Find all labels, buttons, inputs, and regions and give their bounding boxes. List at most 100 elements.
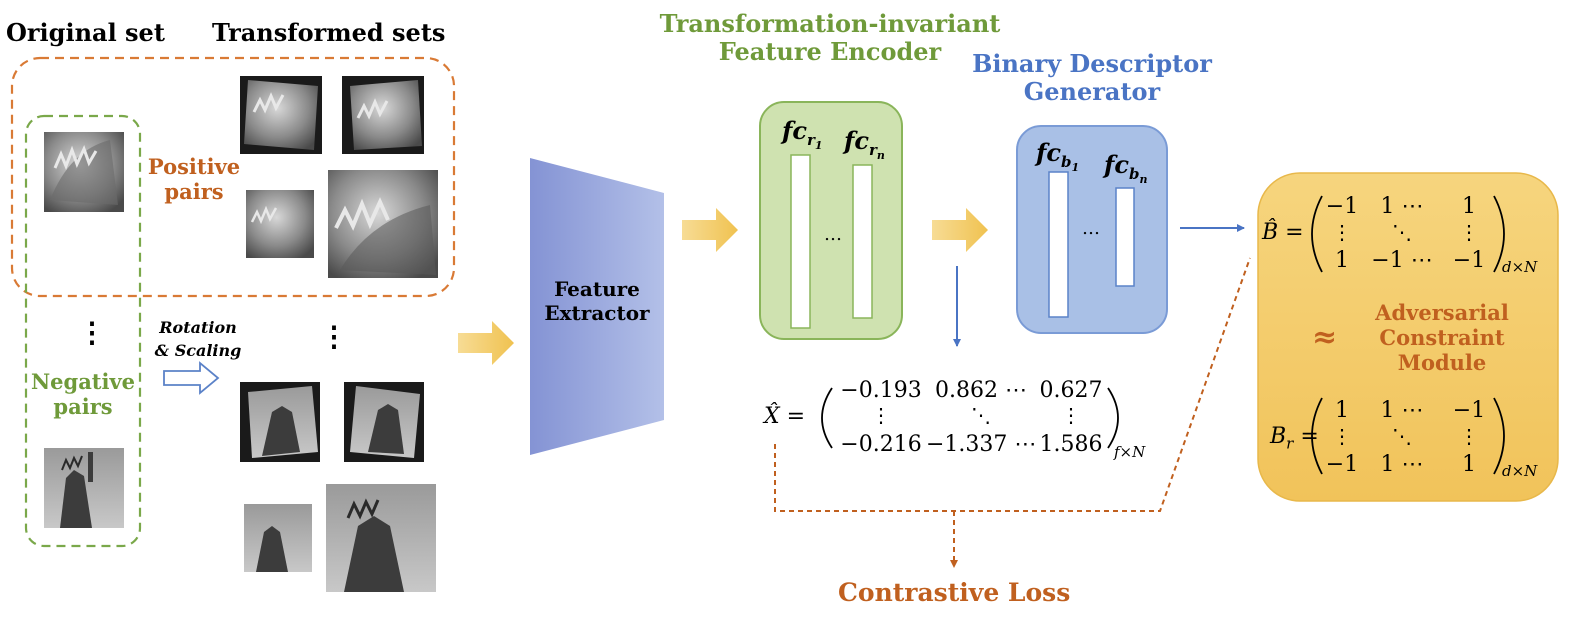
generator-title: Binary Descriptor Generator: [952, 50, 1232, 106]
positive-pairs-region: [10, 56, 456, 298]
encoder-title-line2: Feature Encoder: [718, 37, 942, 66]
bhat-symbol: B̂ =: [1262, 220, 1304, 245]
generator-fc-last-subsub: n: [1139, 172, 1148, 186]
negative-pairs-label: Negative pairs: [22, 369, 144, 419]
br-r2c1: ⋮: [1332, 424, 1352, 448]
bhat-r1c2: 1 ⋯: [1380, 194, 1424, 219]
transform-label-line1: Rotation: [159, 318, 237, 337]
adversarial-module-label: Adversarial Constraint Module: [1352, 300, 1532, 375]
bhat-row3: 1 −1 ⋯ −1: [1324, 248, 1494, 273]
br-r2c2: ⋱: [1392, 424, 1412, 448]
contrastive-loss-label: Contrastive Loss: [838, 578, 1071, 607]
bhat-r2c2: ⋱: [1392, 220, 1412, 244]
xhat-left-paren: [821, 387, 833, 449]
xhat-right-paren: [1107, 387, 1119, 449]
feature-extractor-label: Feature Extractor: [530, 277, 664, 325]
generator-title-line2: Generator: [1023, 77, 1161, 106]
transformed-crown-photo-3: [246, 190, 314, 258]
xhat-row3: −0.216 −1.337 ⋯ 1.586: [836, 432, 1106, 457]
transformed-statue-photo-3: [244, 504, 312, 572]
encoder-fc-last-subsub: n: [876, 148, 885, 162]
xhat-r2c1: ⋮: [871, 403, 891, 427]
br-row1: 1 1 ⋯ −1: [1324, 398, 1494, 423]
bhat-r3c2: −1 ⋯: [1371, 248, 1433, 273]
bhat-dims: d×N: [1502, 258, 1538, 276]
br-symbol: Br =: [1270, 424, 1319, 452]
encoder-title-line1: Transformation-invariant: [659, 9, 1001, 38]
br-right-paren: [1493, 397, 1505, 475]
generator-fc-first-label: fcb1: [1036, 138, 1079, 174]
transformed-set-ellipsis: ⋮: [320, 320, 348, 353]
transformed-crown-photo-1: [240, 76, 322, 154]
generator-fc-last-sub: b: [1128, 164, 1140, 183]
transform-arrow: [163, 361, 220, 395]
positive-pairs-label-line1: Positive: [147, 154, 241, 179]
bhat-right-paren: [1493, 195, 1505, 273]
br-dims: d×N: [1502, 462, 1538, 480]
br-row3: −1 1 ⋯ 1: [1324, 452, 1494, 477]
approx-symbol: ≈: [1312, 320, 1338, 355]
xhat-row1: −0.193 0.862 ⋯ 0.627: [836, 378, 1106, 403]
bhat-r2c3: ⋮: [1459, 220, 1479, 244]
xhat-row2: ⋮ ⋱ ⋮: [836, 403, 1106, 427]
bhat-r1c1: −1: [1325, 194, 1359, 219]
adversarial-label-line3: Module: [1397, 350, 1487, 375]
br-symbol-sub: r: [1286, 434, 1294, 453]
xhat-r3c2: −1.337 ⋯: [926, 432, 1037, 457]
br-symbol-eq: =: [1300, 424, 1319, 449]
generator-fc-first-text: fc: [1036, 138, 1061, 167]
transformed-statue-photo-2: [344, 382, 424, 462]
negative-pairs-region: [24, 114, 142, 548]
xhat-r2c3: ⋮: [1061, 403, 1081, 427]
adversarial-label-line1: Adversarial: [1375, 300, 1509, 325]
xhat-r3c1: −0.216: [840, 432, 922, 457]
negative-pairs-label-line1: Negative: [30, 369, 136, 394]
transformed-statue-photo-1: [240, 382, 320, 462]
br-r3c2: 1 ⋯: [1380, 452, 1424, 477]
br-r3c1: −1: [1325, 452, 1359, 477]
xhat-r1c3: 0.627: [1039, 378, 1103, 403]
br-symbol-letter: B: [1270, 424, 1287, 449]
br-row2: ⋮ ⋱ ⋮: [1324, 424, 1494, 448]
feature-extractor-label-line1: Feature: [554, 277, 640, 301]
br-r1c2: 1 ⋯: [1380, 398, 1424, 423]
br-r1c1: 1: [1335, 398, 1349, 423]
original-set-ellipsis: ⋮: [78, 316, 106, 349]
encoder-fc-last-sub: r: [868, 140, 877, 159]
arrow-to-extractor: [458, 321, 514, 365]
transform-label-line2: & Scaling: [154, 341, 242, 360]
generator-fc-last-label: fcbn: [1104, 150, 1147, 186]
generator-dots: …: [1082, 218, 1100, 239]
feature-extractor-block: [530, 158, 664, 455]
encoder-fc-first-sub: r: [806, 130, 815, 149]
positive-pairs-label-line2: pairs: [164, 179, 224, 204]
encoder-fc-first-text: fc: [782, 116, 807, 145]
adversarial-label-line2: Constraint: [1379, 325, 1505, 350]
encoder-fc-last-label: fcrn: [844, 126, 885, 162]
bhat-r3c1: 1: [1335, 248, 1349, 273]
negative-pairs-label-line2: pairs: [53, 394, 113, 419]
adversarial-module-box: [1257, 172, 1559, 502]
generator-fc-first-subsub: 1: [1071, 160, 1080, 174]
original-crown-photo: [44, 132, 124, 212]
generator-title-line1: Binary Descriptor: [972, 49, 1212, 78]
xhat-r1c2: 0.862 ⋯: [935, 378, 1027, 403]
bhat-row1: −1 1 ⋯ 1: [1324, 194, 1494, 219]
feature-extractor-label-line2: Extractor: [544, 301, 650, 325]
generator-fc-first-sub: b: [1060, 152, 1072, 171]
encoder-fc-first-subsub: 1: [814, 138, 823, 152]
bhat-left-paren: [1311, 195, 1323, 273]
xhat-symbol: X̂ =: [764, 404, 806, 429]
encoder-fc-first-layer: [790, 154, 811, 329]
encoder-title: Transformation-invariant Feature Encoder: [630, 10, 1030, 66]
transformed-sets-header: Transformed sets: [212, 18, 446, 47]
generator-fc-last-layer: [1115, 187, 1135, 287]
br-r2c3: ⋮: [1459, 424, 1479, 448]
generator-fc-first-layer: [1048, 171, 1069, 318]
bhat-r3c3: −1: [1452, 248, 1486, 273]
transformed-crown-photo-2: [342, 76, 424, 154]
bhat-r2c1: ⋮: [1332, 220, 1352, 244]
arrow-to-encoder: [682, 208, 738, 252]
xhat-r1c1: −0.193: [840, 378, 922, 403]
positive-pairs-label: Positive pairs: [144, 154, 244, 204]
